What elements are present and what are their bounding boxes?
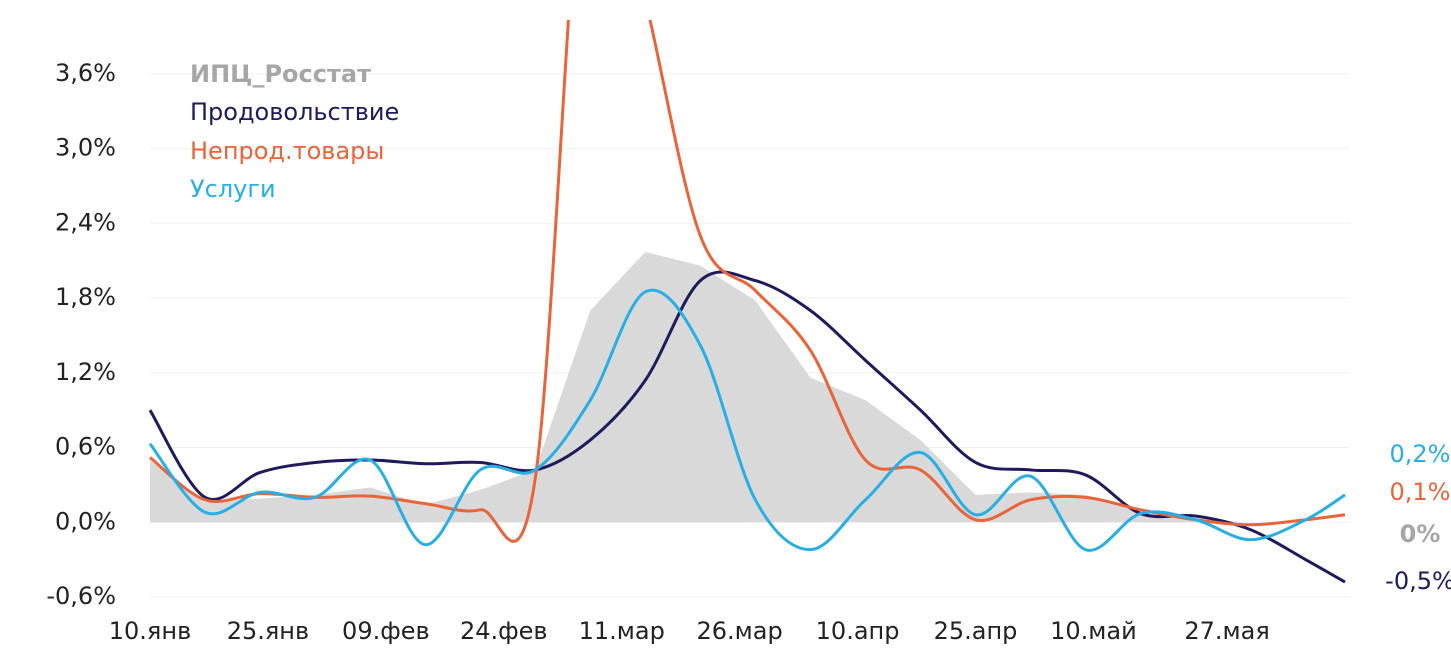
legend-entry: Непрод.товары xyxy=(190,137,384,165)
x-tick-label: 25.апр xyxy=(934,617,1018,645)
y-tick-label: 3,0% xyxy=(55,134,116,162)
plot-area xyxy=(148,20,1346,584)
y-tick-label: 0,6% xyxy=(55,433,116,461)
x-tick-label: 09.фев xyxy=(342,617,430,645)
x-tick-label: 25.янв xyxy=(227,617,309,645)
legend-entry: Услуги xyxy=(190,175,276,203)
y-tick-label: 3,6% xyxy=(55,59,116,87)
x-tick-label: 10.янв xyxy=(109,617,191,645)
y-tick-label: 1,2% xyxy=(55,358,116,386)
end-label: 0,2% xyxy=(1390,440,1451,468)
y-tick-label: 1,8% xyxy=(55,283,116,311)
area xyxy=(150,251,1251,523)
x-tick-label: 26.мар xyxy=(697,617,783,645)
y-tick-label: 2,4% xyxy=(55,208,116,236)
end-label: 0% xyxy=(1400,520,1441,548)
y-tick-label: 0,0% xyxy=(55,507,116,535)
line xyxy=(148,288,1346,552)
legend-entry: Продовольствие xyxy=(190,98,399,126)
y-tick-label: -0,6% xyxy=(46,582,116,610)
x-tick-label: 24.фев xyxy=(460,617,548,645)
x-tick-label: 10.апр xyxy=(816,617,900,645)
end-label: -0,5% xyxy=(1385,567,1451,595)
end-label: 0,1% xyxy=(1390,478,1451,506)
x-tick-label: 27.мая xyxy=(1184,617,1269,645)
legend-entry: ИПЦ_Росстат xyxy=(190,60,371,88)
labels: -0,6% 0,0% 0,6% 1,2% 1,8% 2,4% 3,0% 3,6% 10.янв 2… xyxy=(46,59,1451,645)
x-tick-label: 11.мар xyxy=(579,617,665,645)
x-tick-label: 10.май xyxy=(1050,617,1137,645)
line xyxy=(149,20,1346,543)
